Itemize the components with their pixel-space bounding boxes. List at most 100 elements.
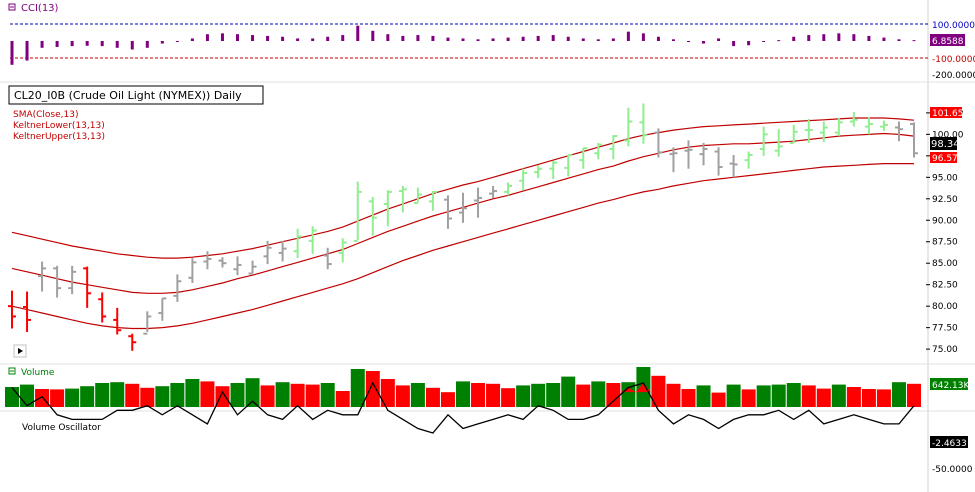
volume-collapse-icon[interactable] (8, 367, 16, 375)
cci-bar (611, 38, 615, 41)
cci-bar (431, 35, 435, 41)
lower-price-label: 96.57 (932, 154, 958, 164)
cci-title: CCI(13) (21, 3, 59, 14)
ohlc-bar (579, 147, 588, 169)
volume-bar (861, 389, 876, 407)
cci-bar (311, 38, 315, 41)
volume-bar (486, 383, 501, 407)
ohlc-bar (233, 256, 242, 276)
cci-ref-high-label: 100.0000 (932, 21, 975, 31)
cci-bar (626, 31, 630, 41)
volume-bar (711, 392, 726, 407)
volume-bar (741, 389, 756, 407)
volume-bar (501, 388, 516, 407)
ohlc-bar (413, 187, 422, 205)
volume-bar (305, 384, 320, 407)
ohlc-bar (98, 292, 107, 323)
cci-ref-high-badge (930, 18, 975, 30)
volume-bar (380, 379, 395, 407)
volume-bar (125, 383, 140, 407)
ohlc-bar (428, 190, 437, 211)
ohlc-bar (459, 192, 467, 223)
ohlc-bar (729, 154, 738, 178)
cci-bar (296, 38, 300, 41)
volume-bar (350, 369, 365, 407)
ohlc-bar (489, 185, 498, 198)
volume-bar (907, 383, 921, 407)
cci-bar (596, 39, 600, 41)
cci-bar (732, 41, 736, 47)
price-tick-label: 95.00 (932, 173, 958, 183)
ohlc-bar (203, 251, 212, 270)
volume-bar (440, 392, 455, 407)
ohlc-bar (654, 128, 663, 158)
cci-bar (446, 37, 450, 41)
ohlc-bar (804, 118, 813, 143)
cci-bar (220, 33, 224, 41)
play-icon (18, 348, 23, 354)
ohlc-bar (639, 103, 648, 144)
volume-bar (320, 383, 335, 407)
cci-bar (371, 30, 375, 41)
ohlc-bar (819, 121, 828, 143)
ohlc-bar (368, 197, 377, 236)
cci-bar (717, 38, 721, 41)
price-tick-label: 100.00 (932, 130, 964, 140)
cci-bar (581, 38, 585, 41)
volume-bar (456, 381, 470, 407)
ohlc-bar (113, 307, 122, 335)
legend-keltner-lower: KeltnerLower(13,13) (13, 121, 105, 131)
cci-bar (145, 41, 149, 48)
price-tick-label: 87.50 (932, 238, 958, 248)
volume-bar (50, 389, 65, 407)
ohlc-bar (83, 266, 92, 308)
volume-last-badge (930, 378, 968, 390)
cci-bar (100, 41, 104, 47)
volume-bar (876, 389, 891, 407)
ohlc-bar (504, 182, 513, 196)
cci-axis-tick: -200.0000 (932, 71, 975, 81)
volume-bar (110, 382, 125, 407)
cci-bar (762, 41, 766, 42)
ohlc-bar (143, 311, 152, 335)
cci-bar (85, 41, 89, 46)
ohlc-bar (519, 168, 528, 191)
volume-bar (561, 376, 576, 407)
ohlc-bar (383, 190, 392, 227)
legend-keltner-upper: KeltnerUpper(13,13) (13, 132, 105, 142)
ohlc-bar (624, 107, 633, 147)
cci-collapse-icon[interactable] (8, 3, 16, 11)
cci-bar (822, 34, 826, 41)
ohlc-bar (8, 290, 16, 329)
volume-bar (80, 386, 95, 407)
cci-last-label: 6.8588 (932, 37, 964, 47)
cci-bar (702, 41, 706, 44)
ohlc-bar (774, 129, 783, 157)
volume-bar (230, 383, 245, 407)
price-tick-label: 82.50 (932, 281, 958, 291)
cci-bar (461, 38, 465, 41)
volume-bar (170, 383, 185, 407)
cci-bar (160, 41, 164, 44)
price-tick-label: 85.00 (932, 259, 958, 269)
volume-title: Volume (21, 368, 55, 378)
volume-bar (35, 389, 50, 407)
cci-bar (55, 41, 59, 47)
ohlc-bar (158, 297, 167, 321)
cci-bar (852, 34, 856, 41)
volume-bar (471, 383, 486, 407)
ohlc-bar (248, 260, 257, 275)
volume-bar (531, 383, 546, 407)
cci-bars (10, 25, 916, 65)
cci-bar (551, 35, 555, 41)
volume-bar (606, 383, 621, 407)
volume-bar (516, 385, 531, 407)
volume-bar (155, 386, 170, 407)
volume-bar (20, 384, 35, 407)
cci-bar (401, 35, 405, 41)
volume-bars (5, 367, 921, 407)
volume-bar (801, 385, 816, 407)
last-price-badge (930, 137, 957, 150)
ohlc-bar (609, 135, 618, 160)
